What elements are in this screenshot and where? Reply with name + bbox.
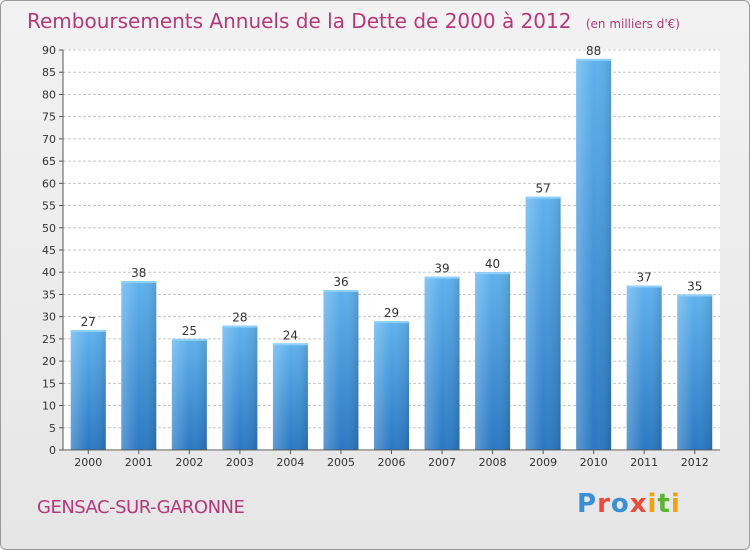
x-tick-label: 2011 (630, 456, 658, 469)
y-tick-label: 35 (42, 288, 56, 301)
x-tick-label: 2009 (529, 456, 557, 469)
logo-letter: i (670, 489, 681, 519)
x-tick-label: 2001 (125, 456, 153, 469)
data-label: 40 (485, 257, 500, 271)
bar (171, 338, 207, 450)
bar (525, 196, 561, 450)
data-labels: 27 38 25 28 24 36 29 39 40 57 88 37 35 (81, 44, 703, 342)
y-tick-label: 50 (42, 222, 56, 235)
x-tick-label: 2008 (479, 456, 507, 469)
bar (374, 321, 409, 450)
data-label: 28 (232, 311, 247, 325)
x-tick-label: 2010 (580, 456, 608, 469)
data-label: 36 (333, 275, 348, 289)
y-axis: 0 5 10 15 20 25 30 35 40 45 50 55 60 65 70 75 80 85 90 (42, 44, 64, 457)
bar (70, 330, 106, 450)
logo-letter: i (647, 489, 658, 519)
y-tick-label: 65 (42, 155, 56, 168)
bar (475, 272, 511, 450)
logo-letter: P (577, 489, 598, 519)
y-tick-label: 40 (42, 266, 56, 279)
data-label: 27 (81, 315, 96, 329)
y-tick-label: 5 (49, 422, 56, 435)
logo-letter: r (597, 489, 611, 519)
data-label: 88 (586, 44, 601, 58)
y-tick-label: 15 (42, 377, 56, 390)
bar (121, 281, 157, 450)
bar (677, 294, 713, 450)
logo-letter: o (610, 489, 630, 519)
x-tick-label: 2007 (428, 456, 456, 469)
y-tick-label: 75 (42, 111, 56, 124)
y-tick-label: 70 (42, 133, 56, 146)
data-label: 25 (182, 324, 197, 338)
bar (323, 290, 359, 450)
data-label: 37 (637, 271, 652, 285)
y-tick-label: 90 (42, 44, 56, 57)
y-tick-label: 85 (42, 66, 56, 79)
bar (424, 276, 460, 450)
y-tick-label: 80 (42, 88, 56, 101)
y-tick-label: 60 (42, 177, 56, 190)
x-tick-label: 2005 (327, 456, 355, 469)
y-tick-label: 20 (42, 355, 56, 368)
data-label: 57 (535, 182, 550, 196)
bar (626, 285, 662, 450)
y-tick-label: 30 (42, 311, 56, 324)
x-tick-label: 2000 (74, 456, 102, 469)
x-axis: 2000 2001 2002 2003 2004 2005 2006 2007 2008 2009… (63, 449, 720, 469)
bar (222, 325, 258, 450)
x-tick-label: 2012 (681, 456, 709, 469)
x-tick-label: 2004 (276, 456, 304, 469)
y-tick-label: 45 (42, 244, 56, 257)
commune-name: GENSAC-SUR-GARONNE (37, 497, 245, 518)
chart-subtitle: (en milliers d'€) (585, 17, 680, 31)
x-tick-label: 2002 (175, 456, 203, 469)
data-label: 35 (687, 279, 702, 293)
chart-title-text: Remboursements Annuels de la Dette de 20… (27, 9, 572, 33)
data-label: 29 (384, 306, 399, 320)
y-tick-label: 10 (42, 400, 56, 413)
data-label: 24 (283, 328, 298, 342)
x-tick-label: 2003 (226, 456, 254, 469)
logo-letter: t (657, 489, 671, 519)
bar (272, 343, 308, 450)
y-tick-label: 25 (42, 333, 56, 346)
logo-letter: x (629, 489, 648, 519)
data-label: 39 (434, 262, 449, 276)
y-tick-label: 0 (49, 444, 56, 457)
x-tick-label: 2006 (378, 456, 406, 469)
chart-title: Remboursements Annuels de la Dette de 20… (27, 9, 680, 33)
data-label: 38 (131, 266, 146, 280)
y-tick-label: 55 (42, 200, 56, 213)
proxiti-logo: Proxiti (577, 489, 681, 519)
bar (576, 58, 612, 451)
bars (70, 58, 713, 451)
